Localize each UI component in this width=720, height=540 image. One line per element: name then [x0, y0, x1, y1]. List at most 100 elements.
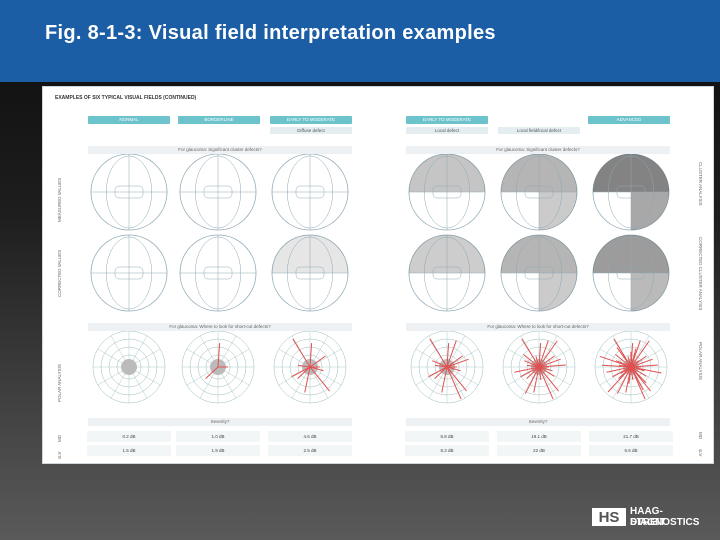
- polar-defect: [628, 366, 632, 384]
- table-cell: 8.3 dB: [405, 445, 489, 456]
- polar-defect: [630, 366, 647, 377]
- svg-text:HS: HS: [599, 509, 620, 526]
- left-label: sLV: [57, 451, 62, 459]
- polar-defect: [538, 355, 555, 368]
- table-cell: 21.7 dB: [589, 431, 673, 442]
- polar-defect: [606, 366, 632, 373]
- polar-defect: [538, 366, 554, 400]
- polar-defect: [523, 354, 540, 368]
- section-question: For glaucoma: Where to look for short-cu…: [88, 323, 352, 331]
- right-label: POLAR ANALYSIS: [698, 342, 703, 380]
- table-cell: 6.8 dB: [405, 431, 489, 442]
- blind-spot: [616, 185, 646, 199]
- field-arc: [607, 236, 655, 310]
- blind-spot: [432, 266, 462, 280]
- polar-defect: [205, 366, 219, 379]
- logo-line2: DIAGNOSTICS: [630, 517, 700, 528]
- left-label: MEASURED VALUES: [57, 177, 62, 222]
- table-cell: 1.0 dB: [176, 431, 260, 442]
- polar-defect: [428, 366, 448, 378]
- polar-defect: [527, 364, 540, 368]
- column-header: EARLY TO MODERATE: [270, 116, 352, 124]
- polar-defect: [616, 366, 632, 394]
- polar-defect: [309, 366, 324, 372]
- polar-defect: [538, 340, 549, 368]
- section-question: Severity?: [88, 418, 352, 426]
- defect-sector: [631, 192, 669, 230]
- defect-sector: [539, 273, 577, 311]
- figure-heading: EXAMPLES OF SIX TYPICAL VISUAL FIELDS (C…: [55, 95, 197, 101]
- field-arc: [105, 155, 153, 229]
- section-question: For glaucoma: Where to look for short-cu…: [406, 323, 670, 331]
- polar-defect: [630, 366, 644, 391]
- polar-defect: [298, 364, 311, 368]
- section-question: For glaucoma: Significant cluster defect…: [88, 146, 352, 154]
- right-label: CORRECTED CLUSTER ANALYSIS: [698, 237, 703, 311]
- column-header: BORDERLINE: [178, 116, 260, 124]
- title-bar: [0, 0, 720, 82]
- polar-defect: [538, 358, 561, 368]
- blind-spot: [616, 266, 646, 280]
- polar-defect: [446, 340, 457, 368]
- polar-defect: [607, 366, 632, 393]
- polar-defect: [630, 364, 658, 368]
- polar-defect: [538, 366, 553, 372]
- blind-spot: [432, 185, 462, 199]
- table-cell: 0.2 dB: [87, 431, 171, 442]
- blind-spot: [295, 185, 325, 199]
- field-arc: [423, 155, 471, 229]
- polar-defect: [446, 366, 467, 392]
- polar-defect: [446, 366, 461, 372]
- polar-defect: [615, 354, 632, 368]
- section-question: For glaucoma: Significant cluster defect…: [406, 146, 670, 154]
- defect-sector: [631, 273, 669, 311]
- left-label: POLAR ANALYSIS: [57, 364, 62, 402]
- polar-defect: [630, 366, 647, 384]
- right-label: CLUSTER ANALYSIS: [698, 162, 703, 206]
- polar-defect: [434, 366, 448, 379]
- field-arc: [607, 155, 655, 229]
- polar-defect: [616, 347, 632, 368]
- polar-defect: [538, 366, 542, 380]
- polar-defect: [533, 366, 540, 393]
- left-label: MD: [57, 435, 62, 442]
- polar-defect: [435, 364, 448, 368]
- table-cell: 2.5 dB: [268, 445, 352, 456]
- polar-defect: [538, 364, 566, 368]
- polar-defect: [292, 338, 311, 368]
- table-cell: 22 dB: [497, 445, 581, 456]
- polar-defect: [526, 366, 540, 379]
- field-arc: [286, 236, 334, 310]
- field-arc: [105, 236, 153, 310]
- figure: EXAMPLES OF SIX TYPICAL VISUAL FIELDS (C…: [42, 86, 714, 464]
- polar-defect: [309, 366, 330, 392]
- blind-spot: [295, 266, 325, 280]
- polar-defect: [538, 366, 555, 377]
- logo-line1: HAAG-STREIT: [630, 506, 666, 528]
- polar-center: [121, 359, 137, 375]
- polar-defect: [446, 343, 450, 368]
- polar-defect: [524, 366, 540, 394]
- logo-mark: HS: [592, 508, 626, 526]
- column-header: ADVANCED: [588, 116, 670, 124]
- subtype-label: Local defect: [406, 127, 488, 134]
- polar-defect: [446, 366, 462, 400]
- right-label: MD: [698, 432, 703, 439]
- blind-spot: [524, 185, 554, 199]
- blind-spot: [203, 266, 233, 280]
- left-label: CORRECTED VALUES: [57, 249, 62, 297]
- blind-spot: [114, 185, 144, 199]
- field-arc: [194, 236, 242, 310]
- subtype-label: Local field/local defect: [498, 127, 580, 134]
- polar-defect: [521, 338, 540, 368]
- polar-defect: [309, 343, 313, 368]
- polar-defect: [446, 355, 463, 368]
- polar-defect: [630, 360, 640, 368]
- polar-defect: [297, 366, 311, 379]
- right-label: sLV: [698, 449, 703, 457]
- column-header: NORMAL: [88, 116, 170, 124]
- field-arc: [515, 236, 563, 310]
- column-header: EARLY TO MODERATE: [406, 116, 488, 124]
- table-cell: 1.5 dB: [87, 445, 171, 456]
